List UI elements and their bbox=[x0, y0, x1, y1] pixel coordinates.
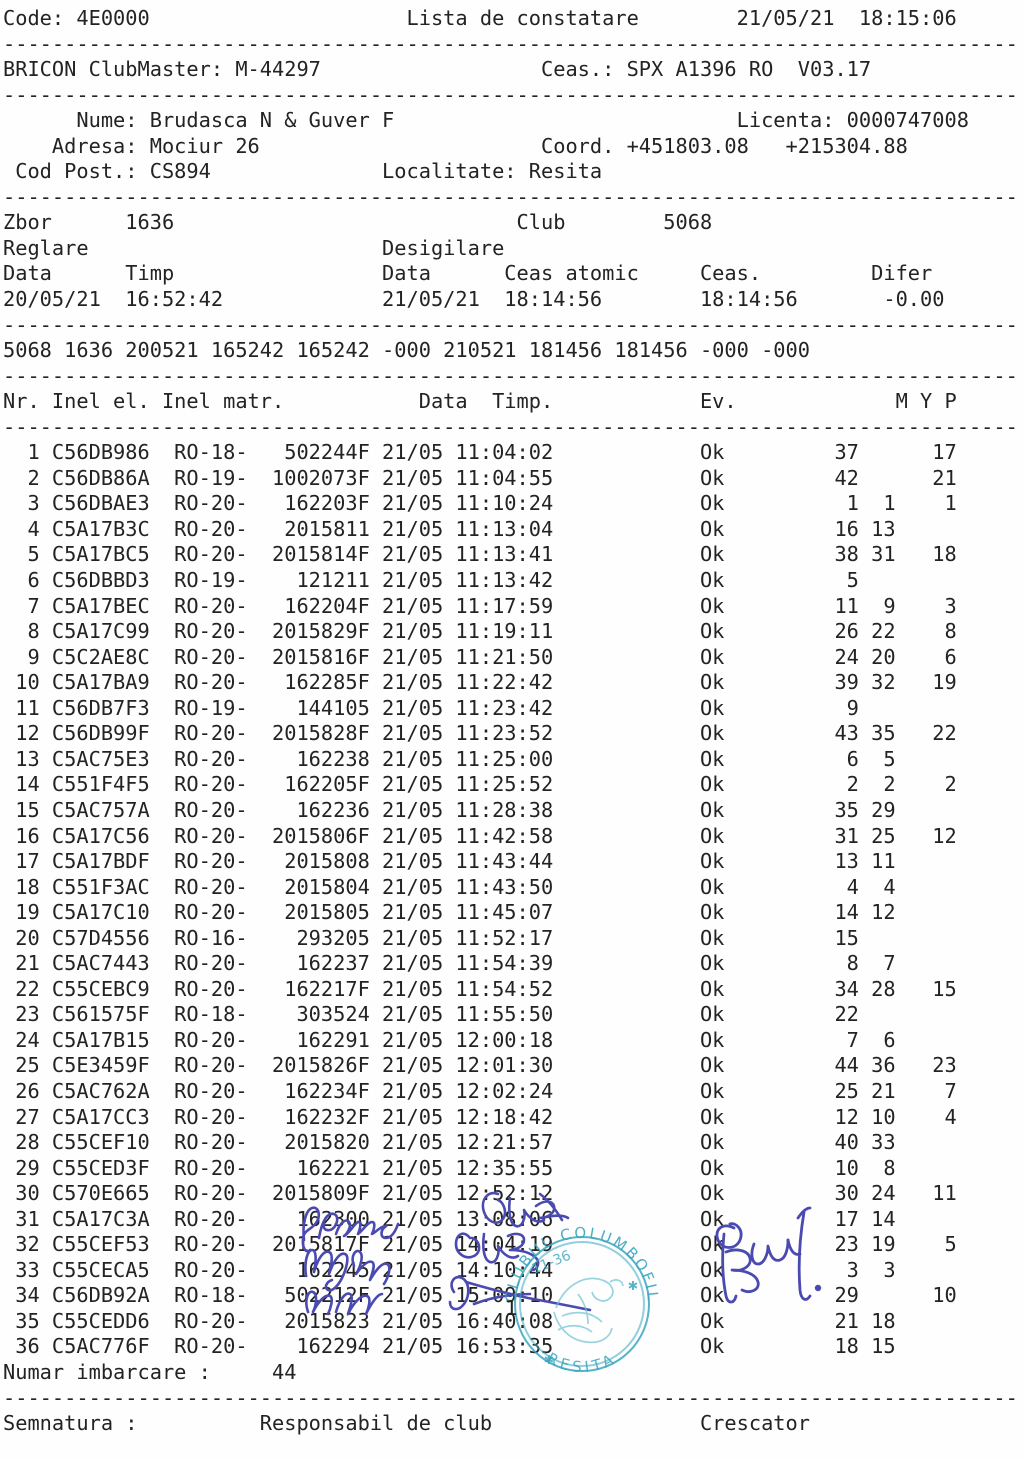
report-text: Code: 4E0000 Lista de constatare 21/05/2… bbox=[3, 6, 1018, 1436]
report-body: Code: 4E0000 Lista de constatare 21/05/2… bbox=[3, 6, 1018, 1437]
page-number: 1 bbox=[505, 1296, 518, 1320]
